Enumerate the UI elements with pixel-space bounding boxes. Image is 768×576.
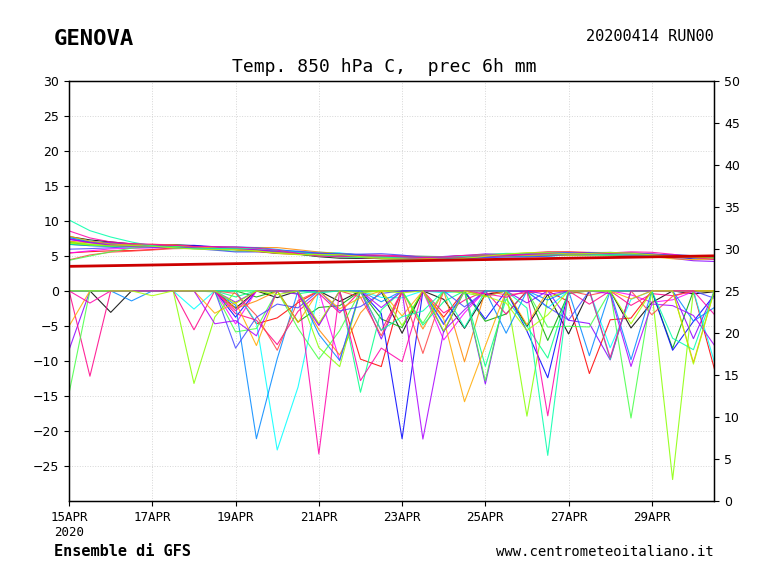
Text: Ensemble di GFS: Ensemble di GFS <box>54 544 190 559</box>
Text: www.centrometeoitaliano.it: www.centrometeoitaliano.it <box>496 545 714 559</box>
Text: 20200414 RUN00: 20200414 RUN00 <box>587 29 714 44</box>
Text: GENOVA: GENOVA <box>54 29 134 49</box>
Text: Temp. 850 hPa C,  prec 6h mm: Temp. 850 hPa C, prec 6h mm <box>232 58 536 75</box>
